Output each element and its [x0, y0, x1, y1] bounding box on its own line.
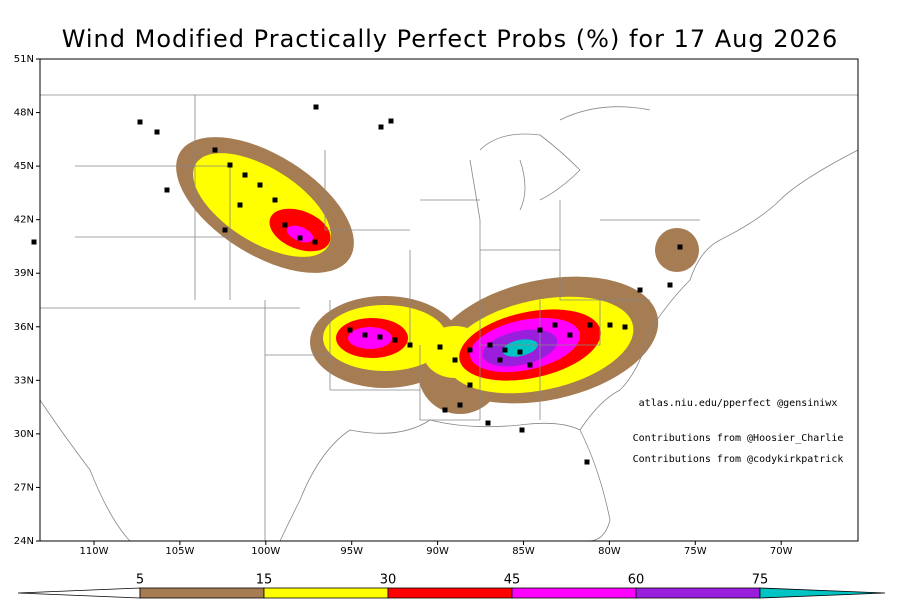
report-dot [442, 407, 448, 413]
colorbar-label: 45 [504, 573, 521, 588]
contour [502, 339, 538, 357]
report-dot [242, 172, 248, 178]
report-dot [154, 129, 160, 135]
lon-label: 70W [770, 546, 793, 557]
report-dot [407, 342, 413, 348]
lon-label: 80W [598, 546, 621, 557]
lon-label: 105W [165, 546, 194, 557]
lat-label: 48N [14, 108, 34, 119]
colorbar-swatch [139, 587, 265, 599]
lat-label: 51N [14, 54, 34, 65]
report-dot [485, 420, 491, 426]
lat-label: 45N [14, 161, 34, 172]
report-dot [517, 349, 523, 355]
report-dot [227, 162, 233, 168]
report-dot [452, 357, 458, 363]
credit-text: atlas.niu.edu/pperfect @gensiniwx [639, 398, 838, 409]
report-dot [312, 239, 318, 245]
report-dot [377, 334, 383, 340]
lon-label: 90W [426, 546, 449, 557]
credit-text: Contributions from @Hoosier_Charlie [633, 433, 844, 444]
report-dot [567, 332, 573, 338]
report-dot [164, 187, 170, 193]
contour [286, 225, 314, 243]
report-dot [467, 347, 473, 353]
report-dot [31, 239, 37, 245]
report-dot [212, 147, 218, 153]
lat-label: 39N [14, 268, 34, 279]
map-area [40, 59, 858, 541]
report-dot [313, 104, 319, 110]
report-dot [282, 222, 288, 228]
report-dot [677, 244, 683, 250]
credits: atlas.niu.edu/pperfect @gensiniwx Contrib… [633, 398, 844, 465]
lat-label: 27N [14, 482, 34, 493]
report-dot [257, 182, 263, 188]
colorbar-swatch [387, 587, 513, 599]
report-dot [622, 324, 628, 330]
colorbar-swatch [263, 587, 389, 599]
lat-label: 36N [14, 322, 34, 333]
report-dot [222, 227, 228, 233]
probability-contours [176, 137, 699, 414]
credit-text: Contributions from @codykirkpatrick [633, 454, 844, 465]
lon-label: 85W [512, 546, 535, 557]
colorbar-label: 5 [136, 573, 144, 588]
contour [348, 327, 392, 349]
report-dot [392, 337, 398, 343]
contour [655, 228, 699, 272]
report-dot [272, 197, 278, 203]
report-dot [237, 202, 243, 208]
report-dot [519, 427, 525, 433]
report-dot [552, 322, 558, 328]
borders [39, 94, 859, 542]
report-dot [437, 344, 443, 350]
report-dot [388, 118, 394, 124]
report-dot [297, 235, 303, 241]
report-dot [584, 459, 590, 465]
title: Wind Modified Practically Perfect Probs … [62, 25, 839, 53]
report-dot [527, 362, 533, 368]
report-dot [487, 342, 493, 348]
lat-label: 33N [14, 375, 34, 386]
report-dot [607, 322, 613, 328]
lat-label: 24N [14, 536, 34, 547]
colorbar-swatch [635, 587, 761, 599]
colorbar: 5 15 30 45 60 75 [17, 573, 886, 599]
storm-reports [31, 104, 683, 465]
map-frame [39, 58, 859, 542]
colorbar-label: 75 [752, 573, 769, 588]
lon-label: 100W [251, 546, 280, 557]
colorbar-label: 60 [628, 573, 645, 588]
lon-label: 95W [340, 546, 363, 557]
lon-label: 75W [684, 546, 707, 557]
colorbar-swatch [759, 587, 886, 599]
report-dot [362, 332, 368, 338]
lon-label: 110W [80, 546, 109, 557]
colorbar-label: 15 [256, 573, 273, 588]
report-dot [347, 327, 353, 333]
colorbar-swatch [17, 587, 141, 599]
colorbar-label: 30 [380, 573, 397, 588]
lat-label: 42N [14, 215, 34, 226]
colorbar-swatch [511, 587, 637, 599]
axes: 51N 48N 45N 42N 39N 36N 33N 30N 27N 24N 110W 105W 10… [14, 54, 793, 557]
report-dot [537, 327, 543, 333]
report-dot [497, 357, 503, 363]
lat-label: 30N [14, 429, 34, 440]
report-dot [587, 322, 593, 328]
report-dot [457, 402, 463, 408]
report-dot [637, 287, 643, 293]
report-dot [378, 124, 384, 130]
report-dot [502, 347, 508, 353]
report-dot [667, 282, 673, 288]
report-dot [137, 119, 143, 125]
report-dot [467, 382, 473, 388]
